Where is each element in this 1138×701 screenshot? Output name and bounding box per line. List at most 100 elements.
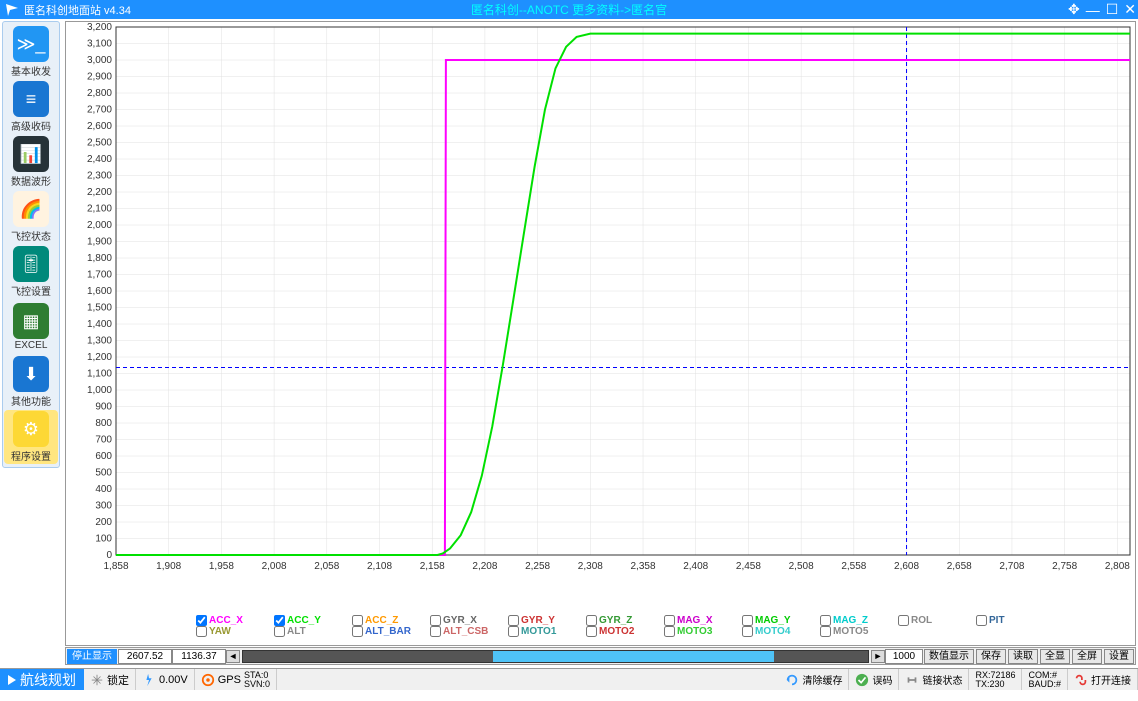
scroll-right-icon[interactable]: ► — [871, 650, 885, 663]
legend-checkbox[interactable] — [742, 615, 753, 626]
legend-item-acc_z[interactable]: ACC_Z — [352, 615, 430, 626]
legend-item-gyr_x[interactable]: GYR_X — [430, 615, 508, 626]
legend-item-moto2[interactable]: MOTO2 — [586, 626, 664, 637]
settings-button[interactable]: 设置 — [1104, 649, 1134, 664]
legend-item-moto1[interactable]: MOTO1 — [508, 626, 586, 637]
connect-icon — [1074, 673, 1088, 687]
interval-field[interactable]: 1000 — [885, 649, 923, 664]
legend-checkbox[interactable] — [196, 626, 207, 637]
gps-icon — [201, 673, 215, 687]
app-title: 匿名科创地面站 v4.34 — [24, 2, 131, 18]
legend-checkbox[interactable] — [742, 626, 753, 637]
show-all-button[interactable]: 全显 — [1040, 649, 1070, 664]
read-button[interactable]: 读取 — [1008, 649, 1038, 664]
svg-text:1,000: 1,000 — [87, 385, 112, 396]
lock-status: 锁定 — [84, 669, 136, 690]
legend-checkbox[interactable] — [508, 626, 519, 637]
svg-text:2,458: 2,458 — [736, 561, 761, 572]
legend-item-yaw[interactable]: YAW — [196, 626, 274, 637]
chart-area[interactable]: 01002003004005006007008009001,0001,1001,… — [65, 21, 1136, 646]
sidebar-item-5[interactable]: ▦EXCEL — [4, 300, 58, 354]
legend-label: MAG_X — [677, 615, 713, 626]
svg-text:3,000: 3,000 — [87, 55, 112, 66]
fullscreen-button[interactable]: 全屏 — [1072, 649, 1102, 664]
legend-item-alt_csb[interactable]: ALT_CSB — [430, 626, 508, 637]
legend-checkbox[interactable] — [976, 615, 987, 626]
maximize-icon[interactable]: ☐ — [1106, 1, 1119, 18]
sidebar-item-7[interactable]: ⚙程序设置 — [4, 410, 58, 464]
svg-text:2,808: 2,808 — [1105, 561, 1130, 572]
scroll-thumb[interactable] — [493, 651, 774, 662]
sidebar-label: 基本收发 — [11, 63, 51, 78]
sidebar-item-0[interactable]: ≫_基本收发 — [4, 25, 58, 79]
legend-item-moto3[interactable]: MOTO3 — [664, 626, 742, 637]
svg-text:2,508: 2,508 — [789, 561, 814, 572]
legend-item-mag_z[interactable]: MAG_Z — [820, 615, 898, 626]
legend-item-mag_y[interactable]: MAG_Y — [742, 615, 820, 626]
legend-checkbox[interactable] — [586, 615, 597, 626]
legend-item-gyr_z[interactable]: GYR_Z — [586, 615, 664, 626]
svg-text:400: 400 — [95, 484, 112, 495]
sidebar-label: 其他功能 — [11, 393, 51, 408]
legend-checkbox[interactable] — [274, 615, 285, 626]
cursor-y-field[interactable]: 1136.37 — [172, 649, 226, 664]
legend-item-alt_bar[interactable]: ALT_BAR — [352, 626, 430, 637]
svg-text:2,000: 2,000 — [87, 220, 112, 231]
svg-text:1,200: 1,200 — [87, 352, 112, 363]
chart-scrollbar[interactable] — [242, 650, 869, 663]
legend-item-acc_x[interactable]: ACC_X — [196, 615, 274, 626]
numeric-display-button[interactable]: 数值显示 — [924, 649, 974, 664]
sidebar-item-1[interactable]: ≡高级收码 — [4, 80, 58, 134]
legend-item-gyr_y[interactable]: GYR_Y — [508, 615, 586, 626]
legend-item-pit[interactable]: PIT — [976, 615, 1054, 626]
route-planning-button[interactable]: 航线规划 — [0, 669, 84, 690]
legend-checkbox[interactable] — [664, 615, 675, 626]
clear-cache-button[interactable]: 清除缓存 — [779, 669, 849, 690]
legend-label: YAW — [209, 626, 231, 637]
cursor-x-field[interactable]: 2607.52 — [118, 649, 172, 664]
legend-checkbox[interactable] — [508, 615, 519, 626]
legend-item-alt[interactable]: ALT — [274, 626, 352, 637]
scroll-left-icon[interactable]: ◄ — [226, 650, 240, 663]
legend-checkbox[interactable] — [898, 615, 909, 626]
svg-text:1,500: 1,500 — [87, 303, 112, 314]
legend-checkbox[interactable] — [586, 626, 597, 637]
voltage-status: 0.00V — [136, 669, 195, 690]
sidebar-icon: ⬇ — [13, 356, 49, 392]
legend-item-moto4[interactable]: MOTO4 — [742, 626, 820, 637]
legend-checkbox[interactable] — [196, 615, 207, 626]
sidebar-item-3[interactable]: 🌈飞控状态 — [4, 190, 58, 244]
legend-checkbox[interactable] — [274, 626, 285, 637]
legend-item-mag_x[interactable]: MAG_X — [664, 615, 742, 626]
svg-text:2,100: 2,100 — [87, 204, 112, 215]
legend-checkbox[interactable] — [820, 626, 831, 637]
legend-item-acc_y[interactable]: ACC_Y — [274, 615, 352, 626]
minimize-icon[interactable]: — — [1086, 2, 1100, 18]
open-connection-button[interactable]: 打开连接 — [1068, 669, 1138, 690]
svg-text:2,558: 2,558 — [841, 561, 866, 572]
sidebar-item-4[interactable]: 🎚飞控设置 — [4, 245, 58, 299]
legend-checkbox[interactable] — [664, 626, 675, 637]
save-button[interactable]: 保存 — [976, 649, 1006, 664]
legend-checkbox[interactable] — [430, 626, 441, 637]
sidebar-item-6[interactable]: ⬇其他功能 — [4, 355, 58, 409]
legend-label: ACC_Y — [287, 615, 321, 626]
close-icon[interactable]: ✕ — [1124, 1, 1136, 18]
svg-text:1,600: 1,600 — [87, 286, 112, 297]
sidebar-label: 飞控设置 — [11, 283, 51, 298]
svg-text:2,708: 2,708 — [999, 561, 1024, 572]
svg-text:2,158: 2,158 — [420, 561, 445, 572]
svg-text:1,400: 1,400 — [87, 319, 112, 330]
legend-checkbox[interactable] — [352, 615, 363, 626]
stop-display-button[interactable]: 停止显示 — [67, 649, 117, 664]
legend-checkbox[interactable] — [820, 615, 831, 626]
sidebar-item-2[interactable]: 📊数据波形 — [4, 135, 58, 189]
legend-checkbox[interactable] — [430, 615, 441, 626]
legend-label: ALT_CSB — [443, 626, 488, 637]
move-icon[interactable]: ✥ — [1068, 1, 1080, 18]
svg-text:1,800: 1,800 — [87, 253, 112, 264]
sidebar-label: EXCEL — [15, 340, 48, 351]
legend-item-moto5[interactable]: MOTO5 — [820, 626, 898, 637]
legend-item-rol[interactable]: ROL — [898, 615, 976, 626]
legend-checkbox[interactable] — [352, 626, 363, 637]
